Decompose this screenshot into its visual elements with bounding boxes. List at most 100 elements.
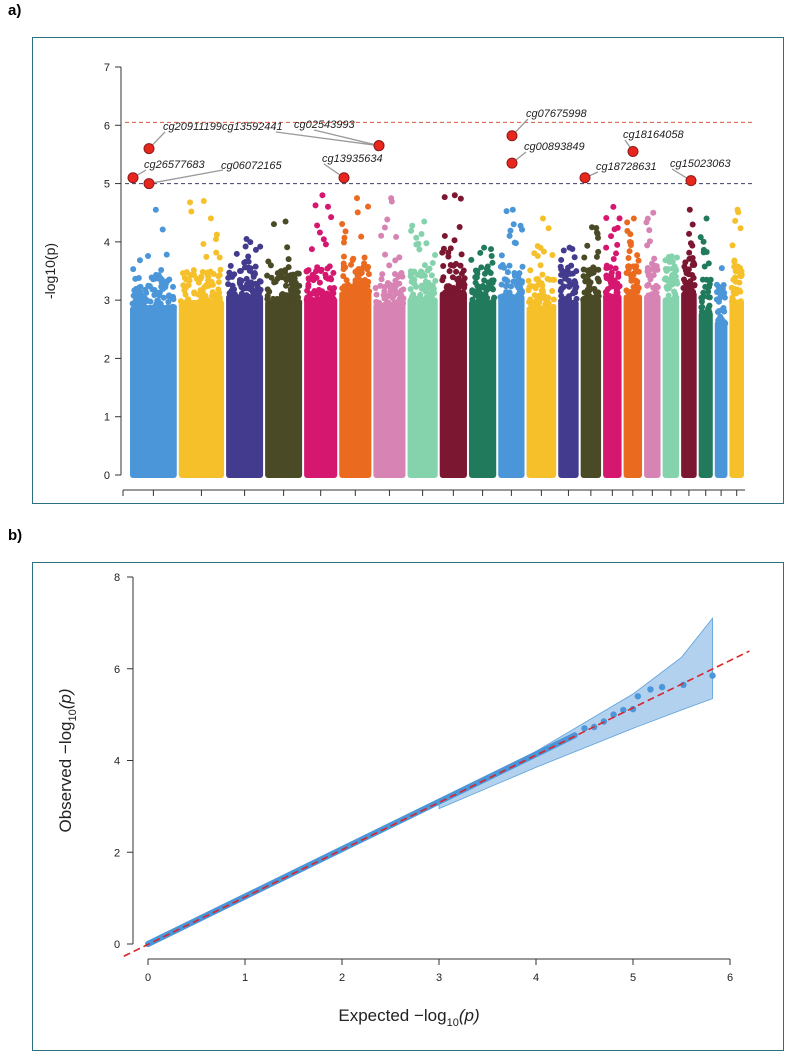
point xyxy=(627,288,634,295)
point xyxy=(736,279,743,286)
point xyxy=(257,278,264,285)
point xyxy=(528,300,535,307)
chromosome-body xyxy=(265,300,303,478)
point xyxy=(514,292,521,299)
point xyxy=(644,264,651,271)
point xyxy=(421,262,428,269)
point xyxy=(566,244,573,251)
point xyxy=(585,291,592,298)
y-axis-label-main: Observed −log xyxy=(56,721,75,832)
point xyxy=(644,242,651,249)
point xyxy=(449,274,456,281)
point xyxy=(582,278,589,285)
hit-cg02543993: cg02543993 xyxy=(294,119,385,152)
y-axis-label-arg: (p) xyxy=(56,688,75,709)
y-tick-label: 6 xyxy=(114,664,120,676)
y-tick-label: 1 xyxy=(104,412,110,424)
hit-label: cg00893849 xyxy=(524,141,585,153)
point xyxy=(407,273,414,280)
point xyxy=(635,257,642,264)
point xyxy=(324,203,331,210)
point xyxy=(289,278,296,285)
point xyxy=(381,288,388,295)
point xyxy=(451,237,458,244)
point xyxy=(550,296,557,303)
point xyxy=(538,280,545,287)
point xyxy=(422,278,429,285)
chromosome-body xyxy=(407,297,438,478)
point xyxy=(391,270,398,277)
point xyxy=(308,290,315,297)
point xyxy=(468,256,475,263)
point xyxy=(270,221,277,228)
annotation-leader xyxy=(148,169,224,185)
point xyxy=(719,306,726,313)
chromosome-body xyxy=(603,294,622,478)
point xyxy=(213,249,220,256)
point xyxy=(207,215,214,222)
point xyxy=(340,239,347,246)
point xyxy=(238,290,245,297)
point xyxy=(365,271,372,278)
point xyxy=(295,270,302,277)
point xyxy=(225,274,232,281)
point xyxy=(616,215,623,222)
point xyxy=(567,270,574,277)
point xyxy=(423,240,430,247)
point xyxy=(512,240,519,247)
point xyxy=(329,294,336,301)
hit-cg07675998: cg07675998 xyxy=(506,108,587,142)
point xyxy=(635,284,642,291)
point xyxy=(217,266,224,273)
point xyxy=(317,289,324,296)
point xyxy=(447,262,454,269)
point xyxy=(682,279,689,286)
x-axis-label-main: Expected −log xyxy=(338,1006,446,1025)
point xyxy=(296,282,303,289)
point xyxy=(534,296,541,303)
point xyxy=(469,287,476,294)
point xyxy=(623,270,630,277)
point xyxy=(152,206,159,213)
point xyxy=(539,271,546,278)
point xyxy=(456,224,463,231)
point xyxy=(407,268,414,275)
point xyxy=(429,259,436,266)
point xyxy=(165,299,172,306)
chromosome-19-points xyxy=(680,206,698,478)
point xyxy=(136,257,143,264)
point xyxy=(152,288,159,295)
y-tick-label: 0 xyxy=(114,939,120,951)
point xyxy=(396,254,403,261)
chromosome-17-points xyxy=(643,209,661,478)
y-tick-label: 6 xyxy=(104,120,110,132)
point xyxy=(488,246,495,253)
point xyxy=(384,293,391,300)
point xyxy=(166,276,173,283)
point xyxy=(238,277,245,284)
point xyxy=(387,288,394,295)
point xyxy=(630,270,637,277)
point xyxy=(326,263,333,270)
point xyxy=(252,263,259,270)
point xyxy=(669,272,676,279)
point xyxy=(472,279,479,286)
point xyxy=(340,263,347,270)
point xyxy=(309,271,316,278)
point xyxy=(440,245,447,252)
point xyxy=(378,232,385,239)
point xyxy=(444,283,451,290)
point xyxy=(734,206,741,213)
point xyxy=(508,283,515,290)
point xyxy=(501,276,508,283)
point xyxy=(440,262,447,269)
hit-point xyxy=(338,172,350,184)
point xyxy=(457,262,464,269)
point xyxy=(384,279,391,286)
chromosome-9-points xyxy=(439,192,468,478)
point xyxy=(613,250,620,257)
point xyxy=(498,252,505,259)
point xyxy=(147,298,154,305)
point xyxy=(285,256,292,263)
point xyxy=(314,264,321,271)
